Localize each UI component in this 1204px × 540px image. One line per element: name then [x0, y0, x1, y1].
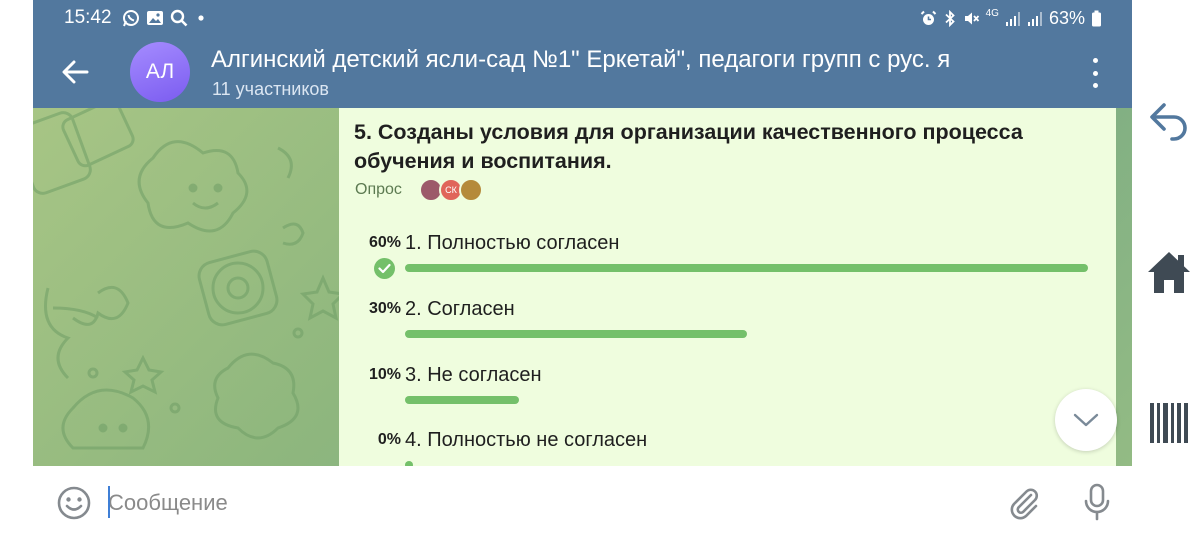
status-icons-right: 4G 63%: [920, 8, 1102, 29]
poll-option-percent: 10%: [368, 366, 401, 383]
signal-icon: [1005, 11, 1020, 26]
mute-icon: [964, 12, 979, 25]
poll-option-bar: [405, 264, 1088, 272]
emoji-icon: [57, 486, 91, 520]
text-caret: [108, 486, 110, 518]
chat-header: АЛ Алгинский детский ясли-сад №1" Еркета…: [33, 36, 1132, 108]
poll-question: 5. Созданы условия для организации качес…: [354, 120, 1023, 173]
back-button[interactable]: [55, 54, 95, 90]
message-input-bar: [33, 466, 1132, 540]
poll-option-bar: [405, 396, 519, 404]
battery-icon: [1092, 10, 1101, 27]
poll-voters[interactable]: СК: [419, 178, 489, 202]
emoji-button[interactable]: [55, 484, 93, 522]
poll-option-1[interactable]: 60% 1. Полностью согласен: [339, 231, 1116, 291]
chat-title[interactable]: Алгинский детский ясли-сад №1" Еркетай",…: [211, 46, 951, 73]
search-icon: [170, 9, 188, 27]
gallery-icon: [147, 11, 163, 25]
chevron-down-icon: [1073, 413, 1099, 427]
more-dot-icon: [1092, 83, 1098, 88]
network-4g-label: 4G: [985, 7, 999, 19]
bluetooth-icon: [945, 10, 955, 27]
dot-icon: [198, 15, 204, 21]
poll-message[interactable]: 5. Созданы условия для организации качес…: [339, 108, 1116, 466]
poll-type-label: Опрос: [355, 181, 402, 198]
scroll-down-button[interactable]: [1055, 389, 1117, 451]
back-arrow-icon: [1150, 103, 1187, 141]
poll-option-bar: [405, 330, 747, 338]
system-home-button[interactable]: [1146, 248, 1192, 296]
voice-message-button[interactable]: [1078, 482, 1116, 522]
chat-area[interactable]: 5. Созданы условия для организации качес…: [33, 108, 1132, 466]
system-navigation-bar: [1132, 0, 1204, 540]
poll-option-4[interactable]: 0% 4. Полностью не согласен: [339, 428, 1116, 466]
alarm-icon: [920, 10, 936, 25]
chat-wallpaper-pattern: [33, 108, 339, 450]
system-recents-button[interactable]: [1148, 402, 1190, 444]
poll-option-text: 3. Не согласен: [405, 364, 542, 386]
voter-avatar: [459, 178, 483, 202]
status-icons-left: [122, 9, 208, 27]
message-input[interactable]: [108, 486, 988, 520]
recents-icon: [1150, 403, 1188, 443]
home-icon: [1148, 252, 1190, 293]
microphone-icon: [1084, 483, 1110, 521]
signal-icon-2: [1027, 11, 1042, 26]
battery-percent: 63%: [1048, 8, 1085, 28]
chat-subtitle: 11 участников: [212, 79, 329, 99]
paperclip-icon: [1010, 488, 1038, 520]
poll-option-bar: [405, 461, 413, 466]
poll-option-text: 2. Согласен: [405, 298, 515, 320]
attach-button[interactable]: [1005, 484, 1043, 522]
more-menu-button[interactable]: [1083, 58, 1107, 88]
poll-option-text: 1. Полностью согласен: [405, 232, 620, 254]
poll-option-percent: 30%: [368, 300, 401, 317]
poll-option-text: 4. Полностью не согласен: [405, 429, 648, 451]
more-dot-icon: [1092, 70, 1098, 76]
status-bar: 15:42 4G 63%: [33, 0, 1132, 36]
poll-option-percent: 0%: [377, 431, 401, 448]
poll-option-percent: 60%: [368, 234, 401, 251]
check-icon: [374, 258, 395, 279]
status-time: 15:42: [64, 7, 112, 28]
system-back-button[interactable]: [1148, 97, 1190, 145]
whatsapp-icon: [123, 10, 139, 27]
more-dot-icon: [1092, 58, 1098, 63]
telegram-app: 15:42 4G 63% АЛ Алгинский детский ясли-с…: [33, 0, 1132, 540]
arrow-left-icon: [62, 60, 89, 84]
poll-option-2[interactable]: 30% 2. Согласен: [339, 297, 1116, 357]
chat-avatar[interactable]: АЛ: [130, 42, 190, 102]
poll-option-3[interactable]: 10% 3. Не согласен: [339, 363, 1116, 423]
